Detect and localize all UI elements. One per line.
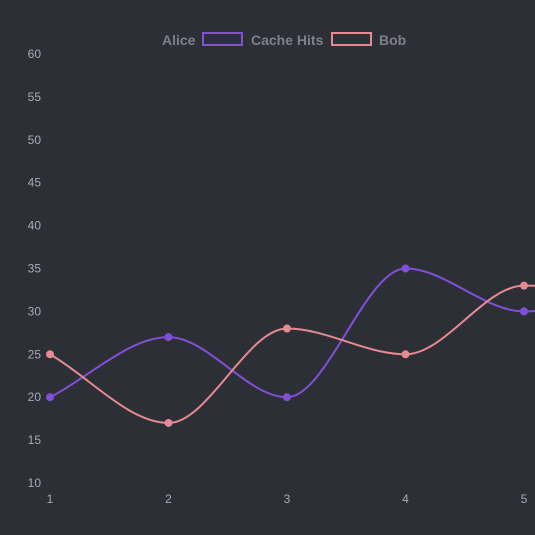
x-tick-label: 2: [165, 492, 172, 506]
y-tick-label: 35: [28, 262, 42, 276]
y-tick-label: 30: [28, 304, 42, 318]
series-line-bob: [49, 284, 535, 424]
legend-label-cache-hits: Cache Hits: [251, 32, 324, 48]
data-point-cache-hits: [283, 393, 291, 402]
x-axis: 1 2 3 4 5: [47, 492, 528, 506]
legend-label-alice: Alice: [162, 32, 196, 48]
data-point-bob: [401, 350, 410, 359]
series-line-cache-hits: [49, 267, 535, 399]
y-tick-label: 10: [28, 476, 42, 490]
data-point-cache-hits: [46, 393, 54, 402]
x-tick-label: 1: [47, 492, 54, 506]
legend-swatch-cache-hits: [202, 32, 243, 46]
data-point-cache-hits: [520, 307, 528, 316]
legend: Alice Cache Hits Bob: [162, 32, 406, 48]
data-point-cache-hits: [401, 264, 410, 273]
data-point-bob: [46, 350, 54, 359]
legend-label-bob: Bob: [379, 32, 406, 48]
y-tick-label: 25: [28, 347, 42, 361]
y-axis: 10 15 20 25 30 35 40 45 50 55 60: [28, 47, 42, 490]
x-tick-label: 3: [284, 492, 291, 506]
y-tick-label: 45: [28, 176, 42, 190]
y-tick-label: 40: [28, 219, 42, 233]
x-tick-label: 5: [521, 492, 528, 506]
x-tick-label: 4: [402, 492, 409, 506]
y-tick-label: 60: [28, 47, 42, 61]
data-point-bob: [520, 281, 528, 290]
data-point-bob: [283, 324, 291, 333]
data-point-cache-hits: [164, 333, 173, 342]
y-tick-label: 20: [28, 390, 42, 404]
legend-swatch-bob: [331, 32, 372, 46]
y-tick-label: 15: [28, 433, 42, 447]
plot-area: [46, 264, 535, 427]
y-tick-label: 55: [28, 90, 42, 104]
data-point-bob: [164, 418, 173, 427]
y-tick-label: 50: [28, 133, 42, 147]
